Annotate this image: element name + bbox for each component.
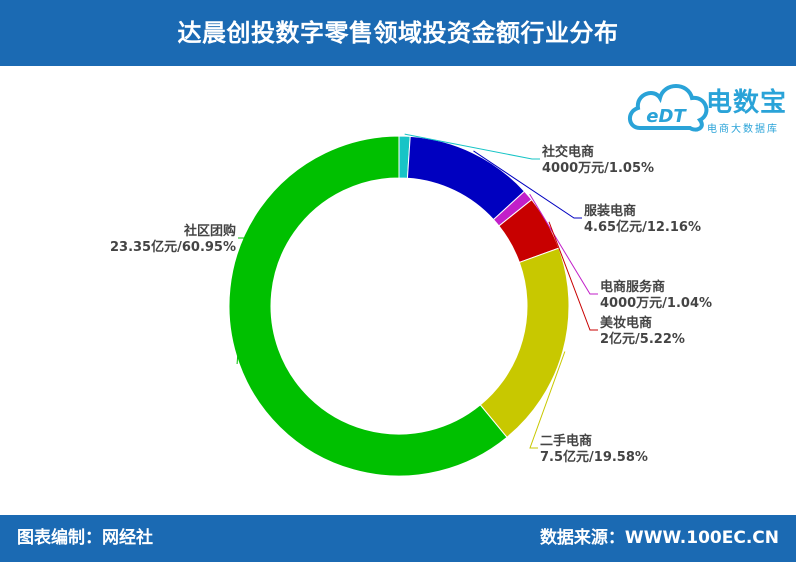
slice-label-name-4: 美妆电商	[600, 315, 652, 331]
slice-5	[479, 247, 570, 439]
donut-slices	[228, 135, 570, 477]
footer-bar: 图表编制：网经社 数据来源：WWW.100EC.CN	[0, 515, 796, 562]
footer-credit: 图表编制：网经社	[17, 528, 153, 548]
leader-line-5	[529, 351, 566, 449]
leader-line-3	[529, 193, 598, 295]
slice-label-value-5: 7.5亿元/19.58%	[540, 449, 648, 465]
leader-line-1	[404, 133, 540, 160]
label-leaders	[236, 133, 598, 449]
slice-label-value-1: 4000万元/1.05%	[542, 161, 654, 176]
leader-line-6	[236, 237, 247, 365]
header-bar: 达晨创投数字零售领域投资金额行业分布	[0, 0, 796, 66]
slice-label-name-6: 社区团购	[183, 223, 236, 239]
slice-label-value-2: 4.65亿元/12.16%	[584, 219, 701, 235]
footer-source: 数据来源：WWW.100EC.CN	[539, 528, 779, 548]
cloud-logo-icon: eDT	[628, 84, 709, 132]
slice-label-value-3: 4000万元/1.04%	[600, 296, 712, 311]
leader-line-4	[548, 221, 598, 331]
slice-label-name-5: 二手电商	[540, 433, 592, 449]
logo-brand-text: 电数宝	[706, 88, 788, 118]
brand-logo: eDT 电数宝 电商大数据库	[622, 70, 792, 140]
leader-line-2	[473, 150, 582, 219]
slice-label-name-2: 服装电商	[584, 203, 636, 219]
slice-label-value-4: 2亿元/5.22%	[600, 331, 685, 347]
slice-label-name-1: 社交电商	[541, 144, 594, 160]
slice-label-value-6: 23.35亿元/60.95%	[110, 239, 236, 255]
logo-mark: eDT	[646, 106, 687, 127]
slice-label-name-3: 电商服务商	[600, 279, 665, 295]
logo-tagline: 电商大数据库	[707, 124, 779, 135]
chart-title: 达晨创投数字零售领域投资金额行业分布	[177, 19, 619, 47]
slice-6	[228, 135, 508, 477]
